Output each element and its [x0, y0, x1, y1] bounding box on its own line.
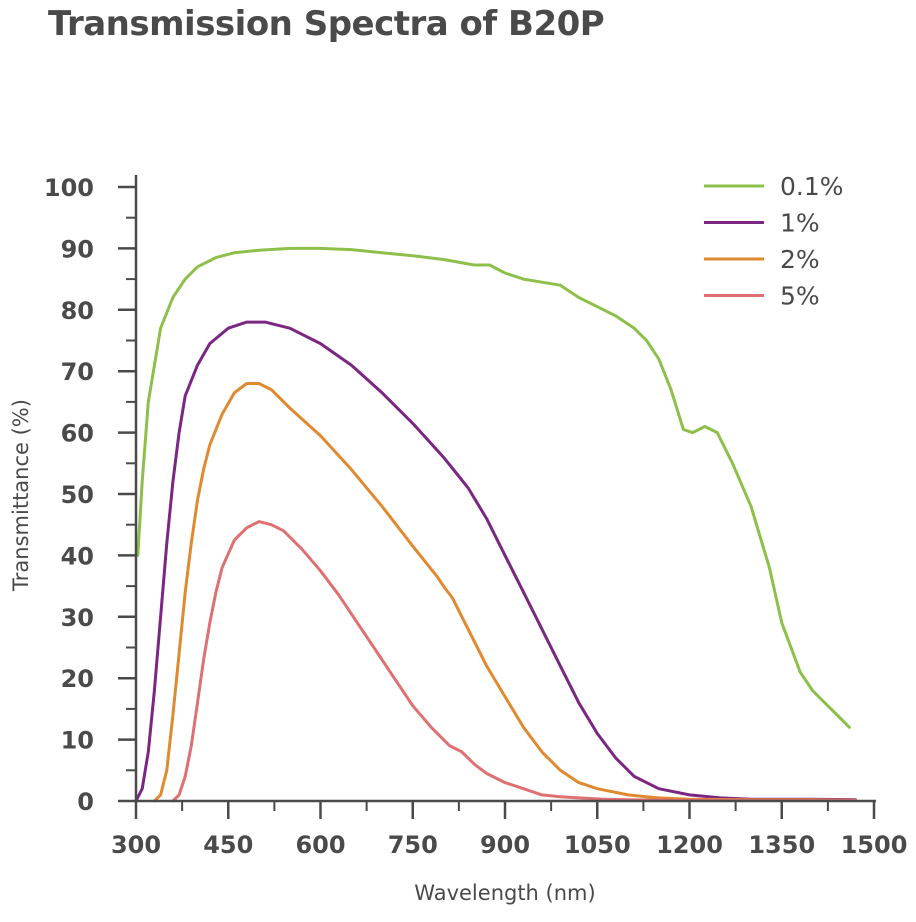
series-lines: [134, 246, 857, 803]
y-tick-label: 100: [44, 174, 94, 202]
y-tick-label: 30: [61, 604, 94, 632]
y-tick-label: 90: [61, 235, 94, 263]
y-axis-title: Transmittance (%): [9, 399, 33, 592]
chart-title: Transmission Spectra of B20P: [48, 4, 605, 44]
x-tick-label: 600: [295, 831, 345, 859]
x-tick-label: 1350: [748, 831, 815, 859]
y-tick-label: 20: [61, 665, 94, 693]
legend-label: 2%: [780, 245, 820, 274]
y-tick-label: 10: [61, 727, 94, 755]
x-tick-label: 450: [203, 831, 253, 859]
series-line-5pct: [171, 520, 857, 803]
series-line-2pct: [152, 382, 857, 803]
y-tick-label: 40: [61, 542, 94, 570]
y-tick-label: 70: [61, 358, 94, 386]
y-axis-ticks: 0 10 20 30 40 50 60 70 80 90 100: [44, 174, 136, 816]
y-tick-label: 50: [61, 481, 94, 509]
legend-label: 5%: [780, 282, 820, 311]
legend-label: 1%: [780, 209, 820, 238]
x-tick-label: 1050: [564, 831, 631, 859]
series-line-1pct: [134, 320, 857, 803]
x-tick-label: 300: [111, 831, 161, 859]
legend-label: 0.1%: [780, 172, 844, 201]
x-tick-label: 900: [480, 831, 530, 859]
y-tick-label: 0: [77, 788, 94, 816]
x-axis-title: Wavelength (nm): [414, 881, 595, 905]
legend: 0.1% 1% 2% 5%: [704, 172, 844, 311]
x-tick-label: 750: [388, 831, 438, 859]
y-tick-label: 60: [61, 420, 94, 448]
x-tick-label: 1200: [656, 831, 723, 859]
x-axis-ticks: 300 450 600 750 900 1050 1200 1350 1500: [111, 801, 907, 859]
y-tick-label: 80: [61, 297, 94, 325]
x-tick-label: 1500: [841, 831, 908, 859]
series-line-0-1pct: [136, 246, 851, 729]
